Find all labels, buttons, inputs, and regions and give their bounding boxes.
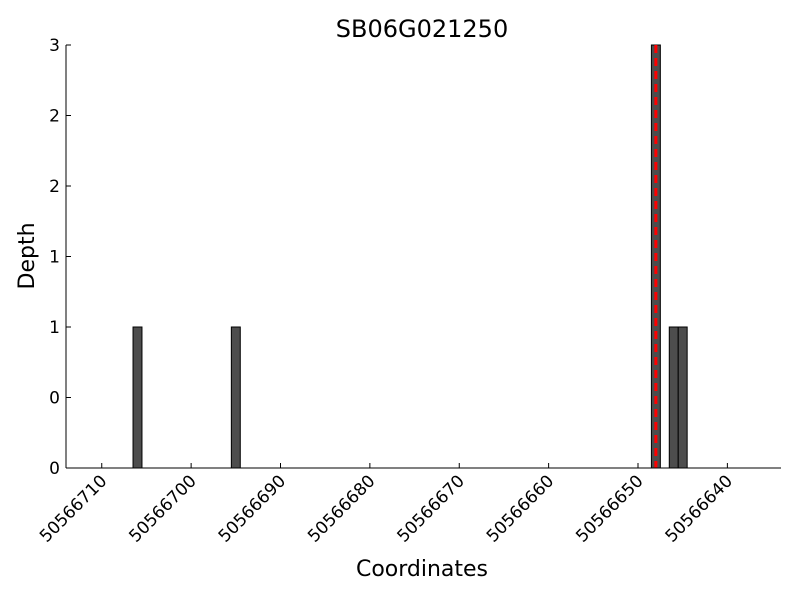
bar — [230, 326, 241, 469]
bar — [668, 326, 679, 469]
x-tick-label: 50566690 — [215, 471, 290, 546]
bar — [132, 326, 143, 469]
y-tick-label: 2 — [49, 177, 60, 197]
bars-layer — [132, 44, 688, 469]
x-tick-label: 50566660 — [483, 471, 558, 546]
bar — [677, 326, 688, 469]
y-axis-label: Depth — [15, 222, 40, 289]
x-tick-label: 50566710 — [36, 471, 111, 546]
y-tick-label: 3 — [49, 36, 60, 56]
x-tick-label: 50566700 — [125, 471, 200, 546]
x-axis-label: Coordinates — [356, 557, 488, 582]
x-tick-label: 50566650 — [572, 471, 647, 546]
y-tick-label: 2 — [49, 107, 60, 127]
x-tick-label: 50566670 — [393, 471, 468, 546]
y-tick-label: 1 — [49, 248, 60, 268]
x-tick-label: 50566680 — [304, 471, 379, 546]
x-tick-label: 50566640 — [662, 471, 737, 546]
y-tick-label: 0 — [49, 389, 60, 409]
chart-title: SB06G021250 — [336, 15, 508, 43]
y-tick-label: 1 — [49, 318, 60, 338]
y-tick-label: 0 — [49, 459, 60, 479]
